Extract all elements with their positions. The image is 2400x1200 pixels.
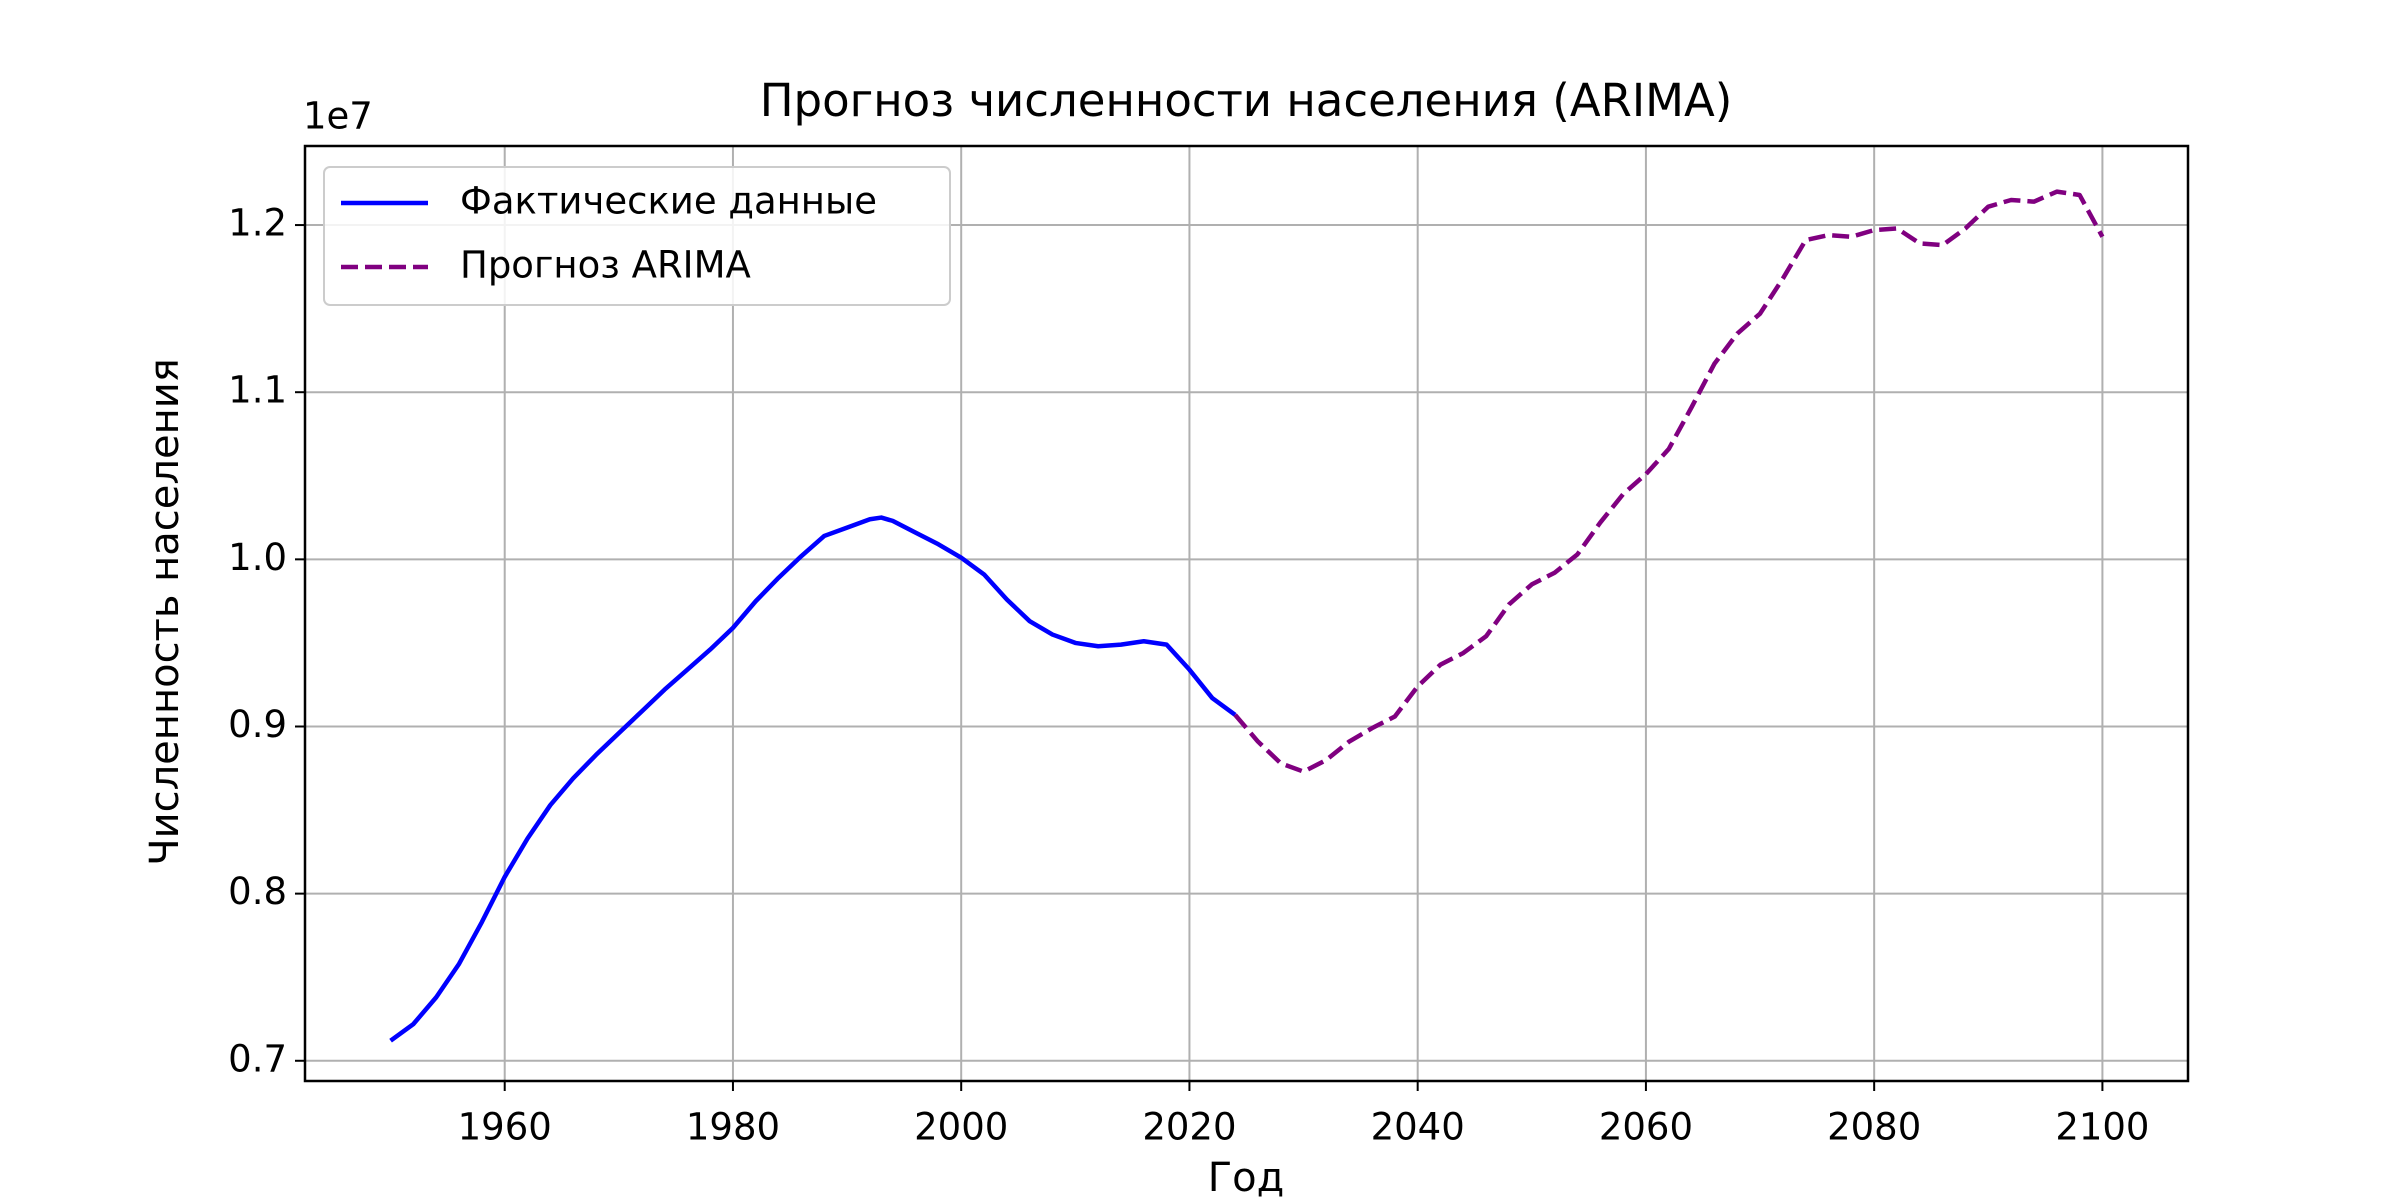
chart-title: Прогноз численности населения (ARIMA) [760,74,1733,127]
y-offset-label: 1e7 [303,95,373,138]
x-tick-label: 1980 [686,1106,780,1149]
y-tick-label: 1.0 [228,536,287,579]
x-tick-label: 2040 [1371,1106,1465,1149]
legend-label: Прогноз ARIMA [460,244,751,287]
x-tick-label: 2020 [1142,1106,1236,1149]
y-tick-label: 0.8 [228,870,287,913]
y-tick-label: 1.1 [228,369,287,412]
y-axis-label: Численность населения [142,358,188,866]
x-tick-label: 2060 [1599,1106,1693,1149]
y-tick-label: 0.9 [228,703,287,746]
legend: Фактические данные Прогноз ARIMA [323,166,951,306]
legend-box [323,166,951,306]
y-tick-label: 1.2 [228,202,287,245]
y-tick-label: 0.7 [228,1037,287,1080]
x-tick-label: 2080 [1827,1106,1921,1149]
x-tick-label: 2000 [914,1106,1008,1149]
x-tick-label: 2100 [2055,1106,2149,1149]
legend-label: Фактические данные [460,180,877,223]
series-line [1233,189,2105,774]
x-axis-label: Год [1208,1155,1285,1200]
series-line [389,515,1237,1043]
x-tick-label: 1960 [458,1106,552,1149]
plot-frame [303,144,2190,1083]
